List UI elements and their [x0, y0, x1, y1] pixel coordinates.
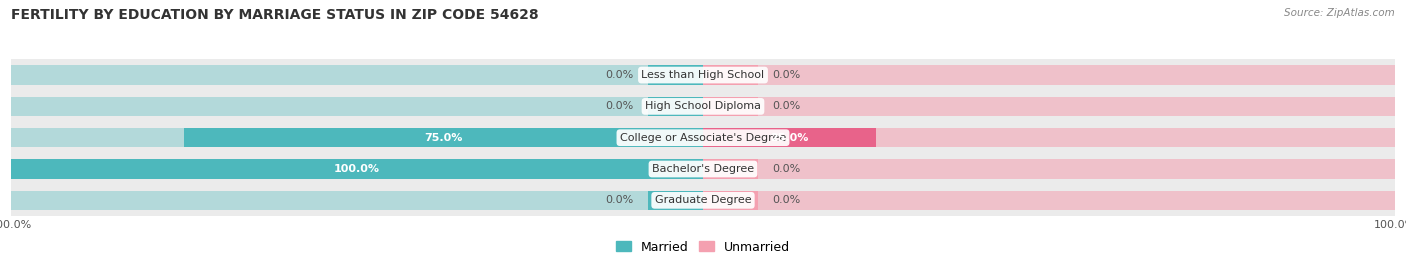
Bar: [703, 159, 1395, 179]
Bar: [11, 97, 703, 116]
Bar: [11, 128, 703, 147]
Text: 100.0%: 100.0%: [335, 164, 380, 174]
Bar: [648, 65, 703, 85]
Text: 0.0%: 0.0%: [606, 70, 634, 80]
Bar: [703, 65, 758, 85]
Bar: [11, 159, 703, 179]
Bar: [11, 159, 703, 179]
Bar: [11, 185, 1395, 216]
Bar: [703, 128, 1395, 147]
Text: 25.0%: 25.0%: [770, 133, 808, 143]
Bar: [703, 97, 758, 116]
Text: 0.0%: 0.0%: [772, 101, 800, 112]
Bar: [11, 122, 1395, 153]
Text: 0.0%: 0.0%: [772, 70, 800, 80]
Bar: [703, 97, 1395, 116]
Bar: [648, 97, 703, 116]
Text: Bachelor's Degree: Bachelor's Degree: [652, 164, 754, 174]
Legend: Married, Unmarried: Married, Unmarried: [616, 241, 790, 254]
Bar: [11, 59, 1395, 91]
Text: 0.0%: 0.0%: [606, 195, 634, 205]
Bar: [11, 65, 703, 85]
Text: 0.0%: 0.0%: [772, 164, 800, 174]
Bar: [184, 128, 703, 147]
Text: 75.0%: 75.0%: [425, 133, 463, 143]
Text: Less than High School: Less than High School: [641, 70, 765, 80]
Text: Graduate Degree: Graduate Degree: [655, 195, 751, 205]
Text: Source: ZipAtlas.com: Source: ZipAtlas.com: [1284, 8, 1395, 18]
Bar: [11, 153, 1395, 185]
Text: College or Associate's Degree: College or Associate's Degree: [620, 133, 786, 143]
Bar: [703, 65, 1395, 85]
Bar: [11, 191, 703, 210]
Text: FERTILITY BY EDUCATION BY MARRIAGE STATUS IN ZIP CODE 54628: FERTILITY BY EDUCATION BY MARRIAGE STATU…: [11, 8, 538, 22]
Text: 0.0%: 0.0%: [772, 195, 800, 205]
Bar: [703, 159, 758, 179]
Bar: [703, 128, 876, 147]
Text: High School Diploma: High School Diploma: [645, 101, 761, 112]
Bar: [11, 91, 1395, 122]
Text: 0.0%: 0.0%: [606, 101, 634, 112]
Bar: [648, 191, 703, 210]
Bar: [703, 191, 758, 210]
Bar: [703, 191, 1395, 210]
